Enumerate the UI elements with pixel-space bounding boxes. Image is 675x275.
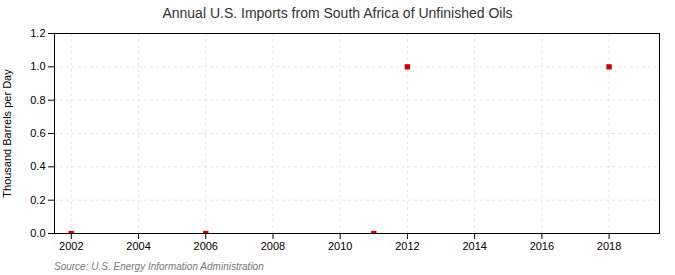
svg-text:2018: 2018: [597, 240, 621, 252]
svg-text:2008: 2008: [261, 240, 285, 252]
svg-text:1.2: 1.2: [30, 27, 45, 39]
svg-text:0.6: 0.6: [30, 127, 45, 139]
html-text:Annual U.S. Imports from South: Annual U.S. Imports from South Africa of…: [162, 5, 513, 21]
svg-text:2012: 2012: [395, 240, 419, 252]
svg-text:Thousand Barrels per Day: Thousand Barrels per Day: [1, 69, 13, 198]
svg-text:2002: 2002: [59, 240, 83, 252]
svg-text:0.4: 0.4: [30, 160, 45, 172]
svg-text:0.2: 0.2: [30, 194, 45, 206]
svg-text:0.8: 0.8: [30, 94, 45, 106]
svg-text:2016: 2016: [530, 240, 554, 252]
svg-text:2010: 2010: [328, 240, 352, 252]
svg-text:2006: 2006: [194, 240, 218, 252]
svg-text:0.0: 0.0: [30, 227, 45, 239]
html-text:Source: U.S. Energy Informatio: Source: U.S. Energy Information Administ…: [54, 261, 264, 272]
svg-text:2004: 2004: [126, 240, 150, 252]
svg-text:1.0: 1.0: [30, 60, 45, 72]
svg-text:2014: 2014: [462, 240, 486, 252]
